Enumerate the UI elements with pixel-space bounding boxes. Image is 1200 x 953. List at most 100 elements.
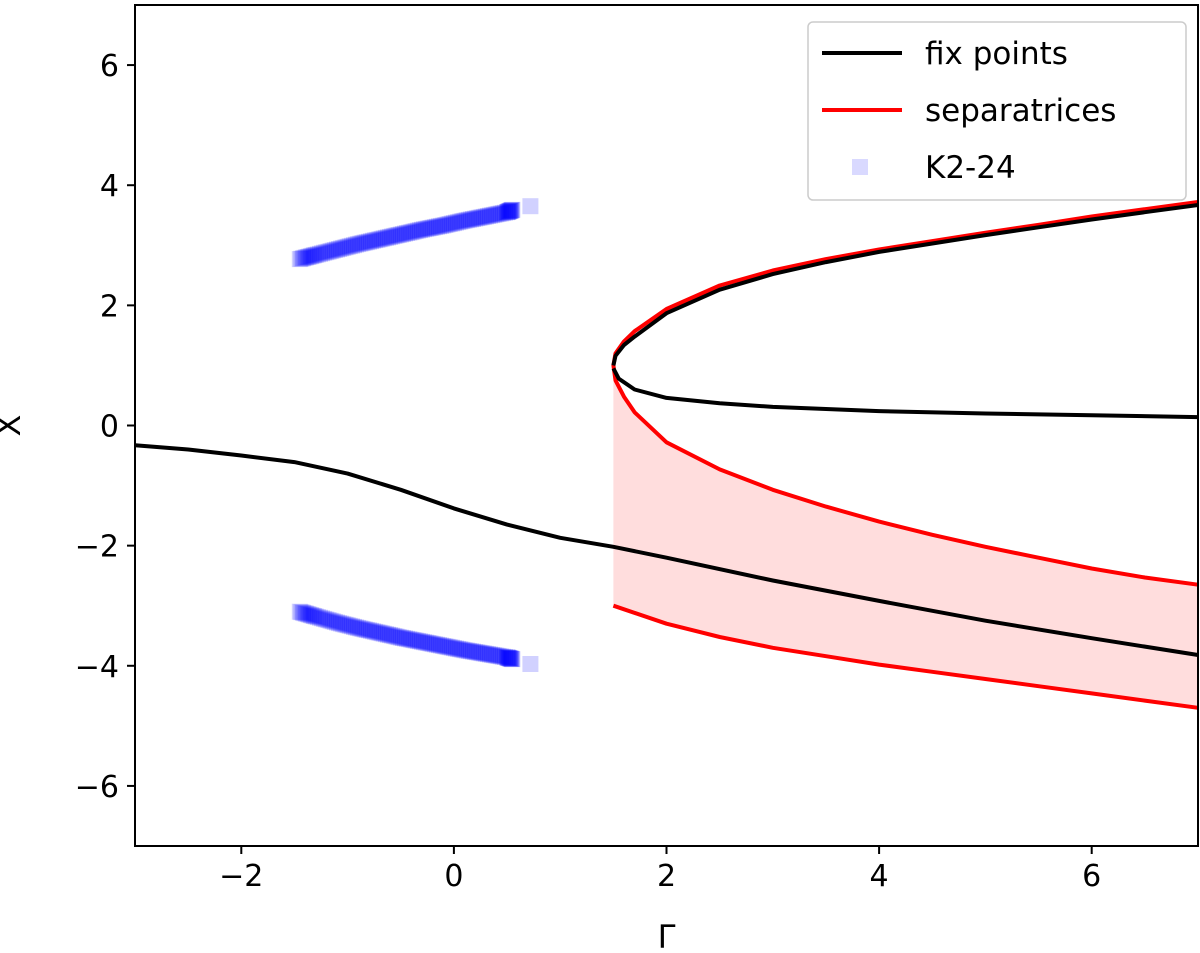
k2-24-lower-point [465,643,481,660]
k2-24-lower-point [469,644,486,661]
k2-24-lower-point [373,625,390,642]
k2-24-upper-point [352,235,369,252]
k2-24-lower-point [343,618,360,635]
k2-24-upper-point [422,220,439,236]
k2-24-upper-point [496,204,513,221]
k2-24-upper-point [407,223,424,240]
k2-24-lower-point [339,617,356,634]
legend: fix points separatrices K2-24 [807,21,1187,201]
k2-24-lower-point [307,608,324,625]
k2-24-upper-point [439,216,456,233]
k2-24-upper-point [350,236,367,253]
k2-24-upper-point [458,212,475,229]
k2-24-upper-point [501,203,518,220]
k2-24-lower-point [375,625,392,642]
k2-24-lower-point [350,619,367,636]
k2-24-lower-point [291,603,308,620]
k2-24-upper-point [386,227,403,244]
k2-24-lower-point [445,640,462,657]
k2-24-upper-point [371,231,388,248]
k2-24-lower-point [499,649,516,666]
k2-24-lower-point [363,622,379,639]
y-tick-label: −2 [75,530,119,565]
k2-24-lower-point [522,656,539,672]
legend-separatrices-label: separatrices [925,93,1116,129]
k2-24-lower-point [439,638,456,655]
y-tick-label: −4 [75,650,119,685]
k2-24-upper-point [367,232,384,249]
k2-24-upper-point [484,207,501,224]
k2-24-upper-point [318,244,335,261]
k2-24-lower-point [401,631,418,648]
k2-24-lower-point [403,631,420,648]
k2-24-upper-point [482,207,498,224]
k2-24-lower-point [299,606,316,623]
k2-24-lower-point [414,633,430,650]
k2-24-upper-point [339,238,356,255]
k2-24-upper-point [503,202,520,219]
k2-24-lower-point [348,619,365,636]
k2-24-lower-point [460,642,477,659]
k2-24-lower-point [397,630,413,647]
k2-24-upper-point [411,222,428,239]
k2-24-lower-point [479,646,496,663]
k2-24-upper-point [469,210,486,227]
k2-24-lower-point [314,610,331,627]
k2-24-upper-point [335,239,352,256]
k2-24-lower-point [358,621,375,638]
k2-24-upper-point [382,228,399,245]
x-tick-label: 6 [1082,859,1101,894]
k2-24-lower-point [324,613,341,630]
tick-layer: −2 0 2 4 6 6 4 2 0 −2 −4 −6 [75,49,1101,894]
k2-24-upper-point [428,218,445,235]
k2-24-upper-point [316,244,333,261]
k2-24-upper-point [399,225,416,241]
k2-24-upper-point [363,233,379,250]
legend-box [807,21,1187,201]
k2-24-upper-point [452,213,469,230]
k2-24-marker-layer [291,198,539,672]
k2-24-upper-point [304,247,321,264]
k2-24-lower-point [309,609,326,626]
k2-24-lower-point [467,644,484,660]
legend-k2-24-label: K2-24 [925,150,1016,186]
k2-24-lower-point [382,627,399,644]
y-tick-label: 0 [100,410,119,445]
k2-24-lower-point [369,624,386,641]
k2-24-upper-point [414,221,430,238]
y-tick-label: 4 [100,169,119,204]
k2-24-upper-point [394,226,411,242]
k2-24-lower-point [431,637,447,654]
k2-24-lower-point [293,604,310,621]
k2-24-upper-point [384,228,401,245]
k2-24-upper-point [373,230,390,247]
series-layer [134,200,1199,710]
k2-24-lower-point [448,640,464,657]
k2-24-lower-point [390,629,407,646]
fix-points-upper-branch [611,203,1199,366]
k2-24-upper-point [392,226,409,243]
k2-24-lower-point [360,622,377,639]
k2-24-upper-point [356,234,373,251]
k2-24-lower-point [411,633,428,650]
k2-24-upper-point [409,222,426,239]
k2-24-lower-point [475,645,492,662]
k2-24-upper-point [443,215,460,232]
k2-24-lower-point [296,605,313,622]
k2-24-lower-point [331,615,348,632]
k2-24-upper-point [490,205,507,222]
k2-24-upper-point [416,221,433,238]
k2-24-lower-point [503,651,520,667]
separatrix-lower-curve [612,603,1199,710]
k2-24-upper-point [341,238,358,255]
k2-24-upper-point [302,248,319,265]
k2-24-lower-point [450,640,467,657]
k2-24-upper-point [306,247,323,264]
k2-24-lower-point [424,635,441,652]
k2-24-lower-point [492,648,509,665]
k2-24-upper-point [460,211,477,228]
y-tick-label: −6 [75,770,119,805]
k2-24-lower-point [316,610,333,627]
k2-24-lower-point [502,650,519,667]
